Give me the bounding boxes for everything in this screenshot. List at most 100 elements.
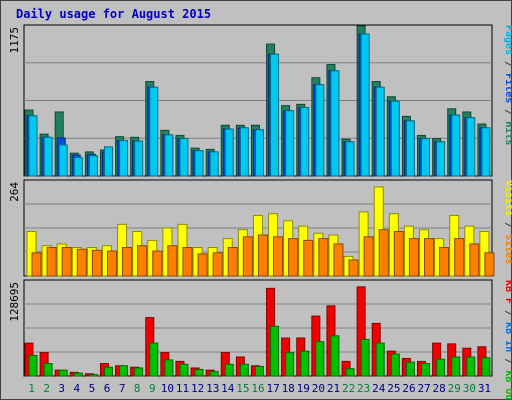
panel-hits-series-label: Pages / Files / Hits [503,25,512,145]
bar-visits-sites-day-14 [227,247,238,277]
x-tick-label: 21 [327,382,340,395]
x-tick-label: 12 [191,382,204,395]
panel-visits-label-part: Sites [503,234,512,264]
x-tick-label: 9 [149,382,156,395]
bar-kbytes-kb-out-day-26 [405,361,415,377]
bar-kbytes-kb-out-day-29 [451,356,461,377]
bar-kbytes-kb-out-day-25 [390,353,400,377]
bar-kbytes-kb-out-day-21 [330,335,340,377]
panel-hits-label-part: / [503,103,512,121]
bar-hits-pages-day-14 [224,128,234,177]
bar-kbytes-kb-out-day-14 [224,363,234,377]
bar-visits-sites-day-7 [122,247,133,277]
bar-kbytes-kb-out-day-9 [149,342,159,377]
bar-kbytes-kb-out-day-15 [239,363,249,377]
panel-kbytes-label-part: / [503,352,512,370]
x-tick-label: 8 [134,382,141,395]
x-tick-label: 28 [433,382,446,395]
x-tick-label: 29 [448,382,461,395]
bar-kbytes-kb-out-day-3 [58,369,68,377]
bar-kbytes-kb-out-day-18 [285,352,295,377]
bar-hits-pages-day-7 [119,139,129,177]
bar-visits-sites-day-29 [454,238,465,277]
bar-visits-sites-day-10 [167,245,178,277]
bar-visits-sites-day-16 [257,234,268,277]
chart-panels: 1175 Pages / Files / Hits 264 Visits / Site… [8,24,512,400]
x-tick-label: 1 [28,382,35,395]
bar-kbytes-kb-out-day-8 [134,367,144,377]
bar-visits-sites-day-17 [273,236,284,277]
x-tick-label: 19 [297,382,310,395]
panel-visits-ymax-label: 264 [8,182,21,202]
bar-kbytes-kb-out-day-12 [194,368,204,377]
bar-visits-sites-day-12 [197,253,208,277]
x-tick-label: 5 [89,382,96,395]
x-tick-label: 31 [478,382,491,395]
bar-hits-pages-day-2 [43,136,53,177]
panel-visits-series-label: Visits / Sites [503,180,512,264]
bar-kbytes-kb-out-day-27 [421,363,431,377]
bar-hits-pages-day-18 [285,110,295,177]
bar-hits-pages-day-20 [315,84,325,177]
x-tick-label: 26 [402,382,415,395]
bar-hits-pages-day-22 [345,141,355,177]
bar-hits-pages-day-11 [179,138,189,177]
bar-visits-sites-day-19 [303,239,314,277]
bar-kbytes-kb-out-day-31 [481,357,491,377]
bar-hits-pages-day-10 [164,134,174,177]
panel-visits: 264 Visits / Sites [8,179,512,277]
bar-hits-pages-day-19 [300,107,310,177]
bar-visits-sites-day-6 [106,250,117,277]
bar-hits-pages-day-27 [421,138,431,177]
bar-visits-sites-day-31 [484,252,495,277]
bar-visits-sites-day-3 [61,247,72,277]
bar-visits-sites-day-22 [348,259,359,277]
panel-hits-label-part: / [503,55,512,73]
x-tick-label: 14 [221,382,235,395]
bar-kbytes-kb-out-day-6 [103,366,113,377]
panel-kbytes-ymax-label: 128695 [8,282,21,322]
bar-kbytes-kb-out-day-5 [88,374,98,377]
bar-kbytes-kb-out-day-19 [300,350,310,377]
bar-hits-pages-day-24 [375,86,385,177]
bar-kbytes-kb-out-day-23 [360,338,370,377]
bar-visits-sites-day-28 [439,247,450,277]
x-tick-label: 15 [236,382,249,395]
panel-visits-label-part: / [503,216,512,234]
bar-hits-pages-day-23 [360,33,370,177]
bar-kbytes-kb-out-day-28 [436,358,446,377]
panel-visits-label-part: Visits [503,180,512,216]
bar-visits-sites-day-27 [424,238,435,277]
panel-hits-label-part: Hits [503,121,512,145]
x-tick-label: 13 [206,382,219,395]
panel-hits-ymax-label: 1175 [8,27,21,54]
bar-kbytes-kb-out-day-10 [164,359,174,377]
x-tick-label: 22 [342,382,355,395]
bar-hits-pages-day-9 [149,86,159,177]
x-tick-label: 27 [417,382,430,395]
bar-kbytes-kb-out-day-1 [28,355,38,377]
bar-kbytes-kb-out-day-2 [43,363,53,377]
panel-kbytes-series-label: KB F / KB In / KB Out [503,280,512,400]
x-tick-label: 24 [372,382,386,395]
bar-hits-pages-day-1 [28,115,38,177]
panel-kbytes-label-part: KB In [503,322,512,352]
panel-hits-label-part: Pages [503,25,512,55]
bar-kbytes-kb-out-day-17 [270,325,280,377]
bar-kbytes-kb-out-day-20 [315,341,325,377]
bar-visits-sites-day-9 [152,250,163,277]
bar-visits-sites-day-26 [408,238,419,277]
x-tick-label: 18 [282,382,295,395]
bar-hits-pages-day-25 [390,100,400,177]
bar-visits-sites-day-13 [212,252,223,277]
bar-visits-sites-day-20 [318,238,329,277]
bar-visits-sites-day-1 [31,252,42,277]
bar-hits-pages-day-17 [270,53,280,177]
bar-hits-pages-day-15 [239,127,249,177]
bar-hits-pages-day-26 [405,120,415,177]
chart-title: Daily usage for August 2015 [16,7,211,21]
bar-kbytes-kb-out-day-16 [254,366,264,377]
bar-kbytes-kb-out-day-22 [345,368,355,377]
x-tick-label: 3 [58,382,65,395]
